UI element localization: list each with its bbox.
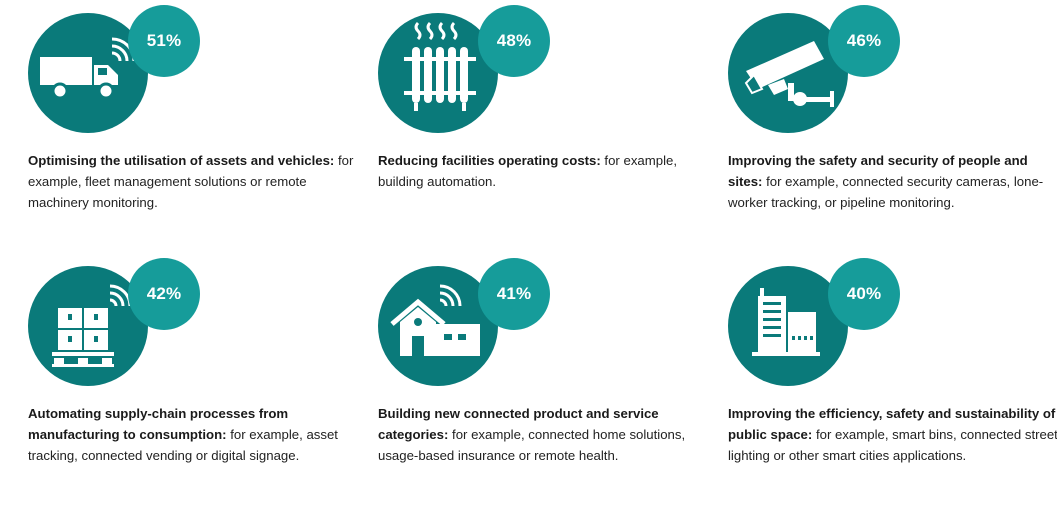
benefit-body: for example, fleet management solutions …: [28, 153, 354, 210]
truck-icon: [40, 37, 136, 100]
icon-group: 46%: [728, 5, 908, 133]
icon-group: 40%: [728, 258, 908, 386]
icon-group: 42%: [28, 258, 208, 386]
benefit-title: Building new connected product and servi…: [378, 406, 659, 442]
icon-circle: [728, 13, 848, 133]
benefit-description: Automating supply-chain processes from m…: [28, 403, 358, 466]
benefit-card-safety: 46% Improving the safety and security of…: [728, 5, 1057, 253]
icon-group: 41%: [378, 258, 558, 386]
icon-circle: [28, 266, 148, 386]
percent-badge: 41%: [478, 258, 550, 330]
benefit-title: Automating supply-chain processes from m…: [28, 406, 289, 442]
benefit-title: Reducing facilities operating costs:: [378, 153, 601, 168]
benefit-body: for example, connected home solutions, u…: [378, 427, 686, 463]
percent-badge: 42%: [128, 258, 200, 330]
icon-group: 51%: [28, 5, 208, 133]
benefit-description: Building new connected product and servi…: [378, 403, 708, 466]
benefit-description: Reducing facilities operating costs: for…: [378, 150, 708, 192]
benefit-description: Optimising the utilisation of assets and…: [28, 150, 358, 213]
benefit-card-facilities: 48% Reducing facilities operating costs:…: [378, 5, 708, 253]
benefit-title: Improving the efficiency, safety and sus…: [728, 406, 1056, 442]
benefit-card-assets: 51% Optimising the utilisation of assets…: [28, 5, 358, 253]
connected-home-icon: [390, 284, 480, 356]
benefit-card-supply-chain: 42% Automating supply-chain processes fr…: [28, 258, 358, 506]
benefit-card-public-space: 40% Improving the efficiency, safety and…: [728, 258, 1057, 506]
benefit-title: Optimising the utilisation of assets and…: [28, 153, 335, 168]
icon-group: 48%: [378, 5, 558, 133]
benefit-body: for example, connected security cameras,…: [728, 174, 1044, 210]
city-buildings-icon: [752, 288, 820, 356]
percent-badge: 40%: [828, 258, 900, 330]
security-camera-icon: [744, 41, 834, 107]
percent-badge: 51%: [128, 5, 200, 77]
percent-badge: 48%: [478, 5, 550, 77]
icon-circle: [378, 266, 498, 386]
benefit-body: for example, asset tracking, connected v…: [28, 427, 338, 463]
radiator-icon: [404, 21, 476, 111]
benefit-title: Improving the safety and security of peo…: [728, 153, 1028, 189]
benefit-card-new-products: 41% Building new connected product and s…: [378, 258, 708, 506]
benefit-description: Improving the efficiency, safety and sus…: [728, 403, 1057, 466]
pallet-boxes-icon: [52, 284, 132, 367]
benefit-body: for example, smart bins, connected stree…: [728, 427, 1057, 463]
benefit-description: Improving the safety and security of peo…: [728, 150, 1057, 213]
benefit-body: for example, building automation.: [378, 153, 677, 189]
percent-badge: 46%: [828, 5, 900, 77]
